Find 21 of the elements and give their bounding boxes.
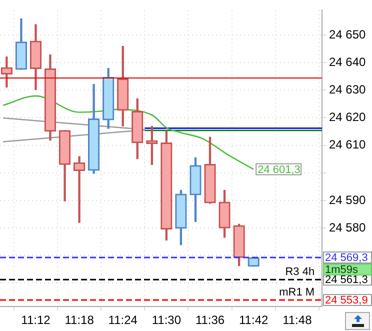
x-tick-label: 11:18: [64, 313, 94, 328]
y-tick-label: 24 590: [329, 192, 366, 207]
ref-line-label: 24 553,9: [325, 294, 368, 307]
y-tick-label: 24 580: [329, 220, 366, 234]
ref-line-label: 24 569,3: [325, 252, 368, 264]
x-tick-label: 11:30: [152, 313, 182, 328]
y-tick-label: 24 620: [329, 110, 366, 124]
y-tick-label: 24 630: [329, 82, 366, 96]
text: 1m59s: [325, 264, 359, 276]
x-tick-label: 11:12: [21, 313, 51, 328]
x-tick-label: 11:42: [239, 313, 268, 328]
ref-line-label: 24 561,3: [325, 274, 368, 286]
x-tick-label: 11:48: [282, 313, 312, 328]
annotation: R3 4h: [285, 266, 315, 278]
y-tick-label: 24 640: [329, 54, 366, 69]
x-tick-label: 11:36: [195, 313, 225, 328]
data-label: 24 601,3: [258, 164, 300, 176]
y-tick-label: 24 610: [329, 138, 366, 152]
x-tick-label: 11:24: [108, 313, 138, 328]
y-tick-label: 24 650: [329, 27, 366, 42]
annotation: mR1 M: [279, 286, 315, 299]
